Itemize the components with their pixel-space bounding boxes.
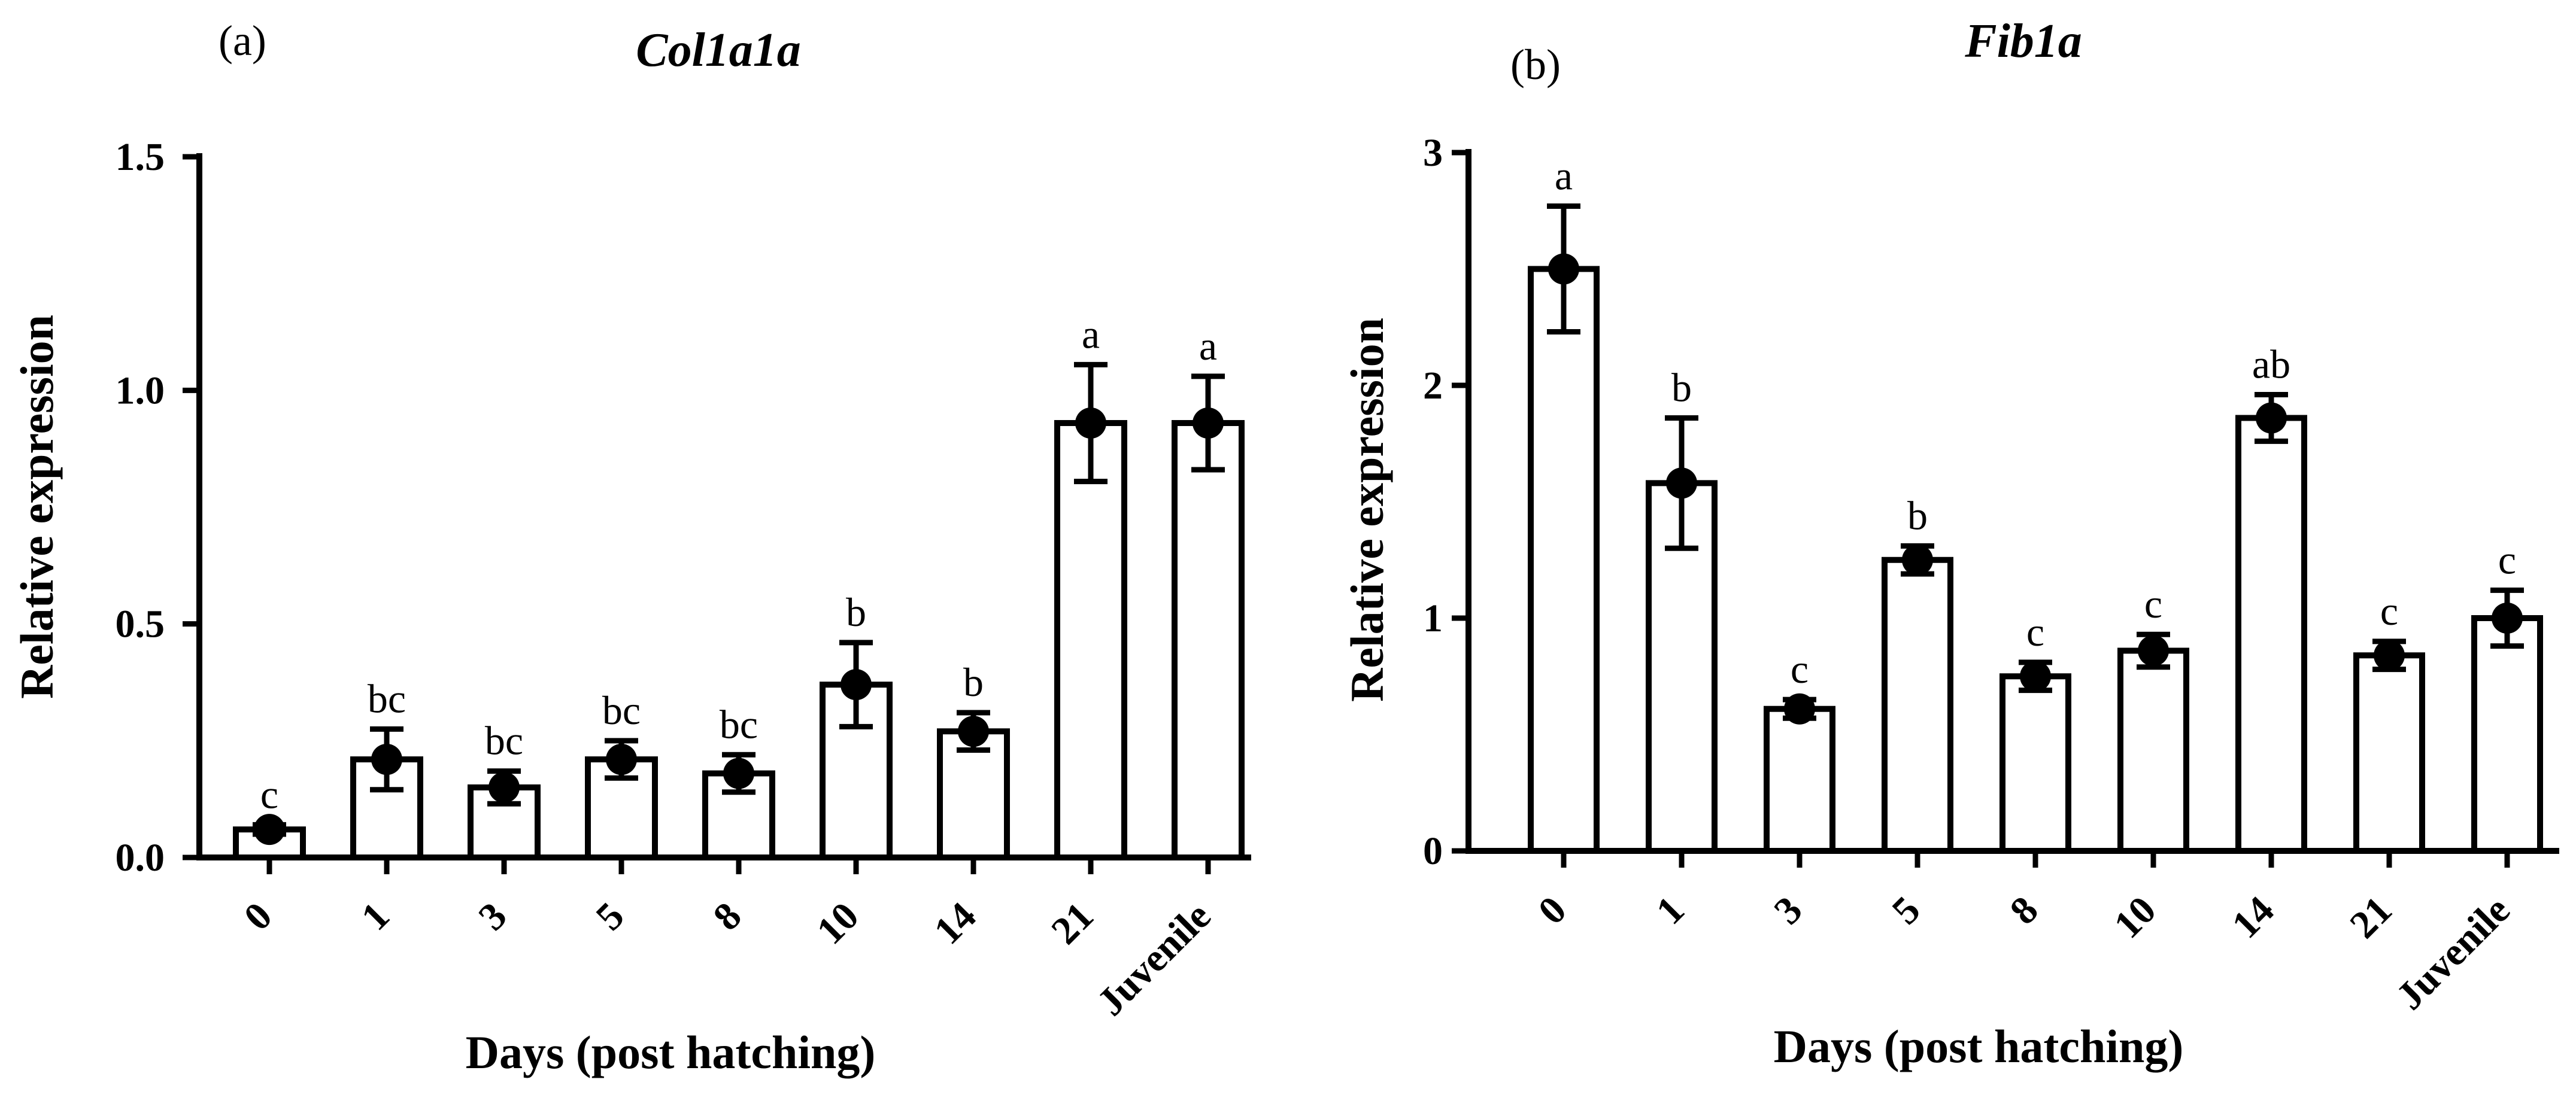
- panel-a-mean-point: [254, 814, 285, 846]
- panel-b-category-label: 8: [2002, 888, 2047, 933]
- panel-a-category-label: 14: [926, 894, 984, 953]
- panel-a-ylabel: Relative expression: [11, 315, 63, 699]
- panel-b-mean-point: [1666, 467, 1697, 499]
- panel-b-mean-point: [2138, 635, 2169, 667]
- panel-b-xlabel: Days (post hatching): [1774, 1020, 2184, 1072]
- panel-a-category-label: 5: [588, 894, 633, 939]
- panel-a-significance-letter: bc: [485, 718, 523, 764]
- panel-b-ylabel: Relative expression: [1341, 318, 1393, 702]
- panel-a-bar: [1054, 419, 1127, 860]
- panel-b-bar: [1999, 673, 2071, 854]
- panel-b-y-tick-label: 1: [1423, 597, 1443, 640]
- panel-b-category-label: 3: [1766, 888, 1811, 933]
- panel-a-bar: [702, 770, 775, 860]
- panel-b-significance-letter: b: [1671, 364, 1692, 410]
- panel-b-significance-letter: b: [1907, 492, 1928, 538]
- panel-b-bar: [1882, 556, 1953, 854]
- panel-a-significance-letter: a: [1082, 311, 1100, 357]
- panel-b-category-label: 0: [1530, 888, 1575, 933]
- panel-a-plot: 0.0 0.5 1.0 1.5 c 0 bc 1 bc 3 bc 5 bc 8 b 10 b 14 a 21 a Juve…: [116, 135, 1251, 1024]
- panel-b-bar: [2353, 652, 2425, 854]
- panel-a-mean-point: [489, 771, 520, 803]
- panel-a-mean-point: [606, 744, 637, 776]
- panel-a-label: (a): [219, 17, 266, 65]
- panel-a-y-tick-label: 0.0: [116, 836, 165, 880]
- panel-b-significance-letter: c: [2498, 537, 2516, 582]
- panel-b-significance-letter: ab: [2252, 342, 2290, 387]
- panel-b-bar: [1528, 266, 1600, 854]
- panel-a-category-label: 21: [1043, 894, 1102, 953]
- panel-a-significance-letter: a: [1199, 323, 1217, 369]
- panel-a-y-tick-label: 1.0: [116, 369, 165, 412]
- panel-a: (a) Col1a1a Relative expression Days (po…: [11, 17, 1251, 1078]
- panel-b-mean-point: [2256, 402, 2287, 434]
- panel-b-mean-point: [1784, 693, 1815, 725]
- panel-a-mean-point: [841, 669, 872, 701]
- panel-b-y-tick-label: 2: [1423, 364, 1443, 407]
- panel-b-bar: [2117, 647, 2189, 854]
- panel-a-y-tick-label: 0.5: [116, 603, 165, 646]
- panel-b-y-tick-label: 3: [1423, 131, 1443, 175]
- panel-a-category-label: 3: [471, 894, 515, 939]
- panel-a-category-label: Juvenile: [1089, 894, 1219, 1024]
- panel-b-mean-point: [1548, 253, 1579, 285]
- panel-a-title: Col1a1a: [636, 24, 801, 77]
- panel-b-mean-point: [2374, 640, 2405, 671]
- panel-b-significance-letter: c: [2144, 581, 2162, 627]
- panel-b-bar: [2235, 415, 2307, 854]
- panel-a-xlabel: Days (post hatching): [466, 1026, 876, 1078]
- panel-b-significance-letter: c: [2026, 609, 2044, 655]
- panel-a-category-label: 1: [353, 894, 398, 939]
- panel-a-category-label: 0: [236, 894, 281, 939]
- panel-a-y-tick-label: 1.5: [116, 135, 165, 179]
- panel-b-category-label: 10: [2105, 888, 2164, 947]
- panel-a-mean-point: [958, 716, 989, 747]
- panel-b-category-label: 21: [2341, 888, 2400, 947]
- panel-b: (b) Fib1a Relative expression Days (post…: [1341, 15, 2559, 1072]
- panel-a-significance-letter: bc: [602, 688, 641, 733]
- panel-b-title: Fib1a: [1964, 15, 2082, 68]
- panel-a-significance-letter: bc: [720, 701, 758, 747]
- panel-b-category-label: 1: [1648, 888, 1693, 933]
- panel-b-significance-letter: c: [1791, 646, 1809, 692]
- panel-a-mean-point: [723, 758, 754, 789]
- panel-a-significance-letter: b: [963, 659, 984, 705]
- panel-a-mean-point: [1193, 407, 1224, 439]
- panel-a-significance-letter: b: [846, 589, 866, 635]
- panel-b-category-label: 5: [1884, 888, 1929, 933]
- panel-b-bar: [1764, 705, 1835, 854]
- panel-b-significance-letter: a: [1555, 153, 1573, 198]
- panel-b-category-label: 14: [2223, 888, 2282, 947]
- panel-b-mean-point: [1902, 544, 1933, 576]
- panel-a-significance-letter: bc: [368, 676, 406, 721]
- panel-b-category-label: Juvenile: [2388, 888, 2519, 1018]
- panel-a-mean-point: [1075, 407, 1106, 439]
- panel-a-category-label: 8: [705, 894, 750, 939]
- panel-a-significance-letter: c: [260, 771, 278, 817]
- panel-a-mean-point: [371, 744, 402, 776]
- panel-b-bar: [2471, 615, 2543, 854]
- panel-b-mean-point: [2492, 603, 2523, 634]
- panel-b-mean-point: [2020, 661, 2051, 692]
- panel-b-label: (b): [1510, 41, 1561, 89]
- panel-a-bar: [1172, 419, 1245, 860]
- panel-b-significance-letter: c: [2380, 588, 2398, 634]
- panel-a-category-label: 10: [808, 894, 867, 953]
- panel-b-y-tick-label: 0: [1423, 829, 1443, 873]
- panel-b-plot: 0 1 2 3 a 0 b 1 c 3 b 5 c 8 c 10 ab 14 c 21 c Juvenile: [1423, 131, 2559, 1018]
